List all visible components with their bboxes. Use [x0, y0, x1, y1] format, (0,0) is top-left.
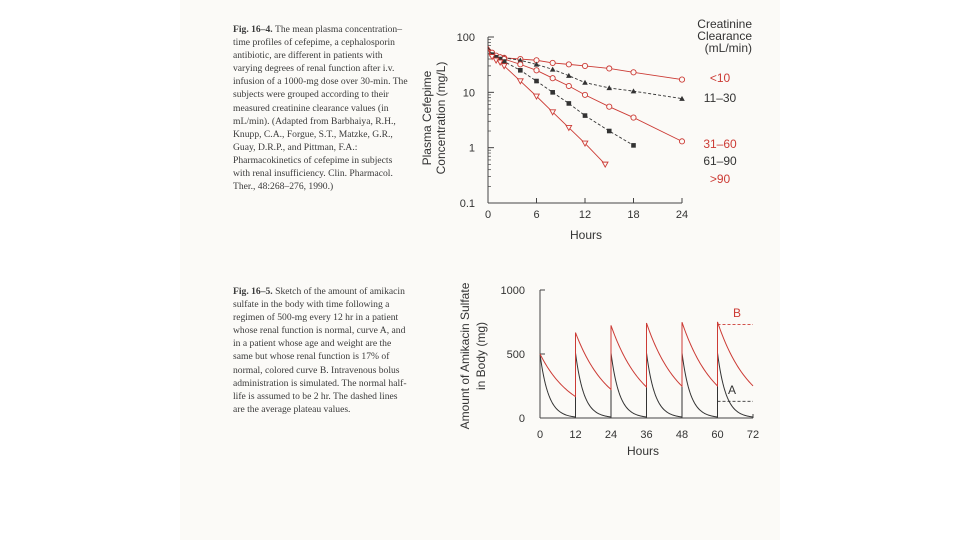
- legend-label-series-5: >90: [710, 172, 731, 186]
- chart1-series-2-line: [487, 46, 683, 100]
- chart1-y-tick-label: 10: [463, 87, 475, 99]
- figure-16-4-caption: Fig. 16–4. The mean plasma concentration…: [233, 23, 409, 193]
- chart1-series-2-marker: [630, 88, 637, 94]
- chart1-series-5-marker: [549, 109, 557, 116]
- chart1-x-tick-label: 12: [579, 209, 591, 221]
- chart1-series-3-marker: [565, 82, 572, 90]
- legend-label-series-1: <10: [710, 71, 731, 85]
- chart1-series-4-marker: [606, 128, 612, 134]
- chart1-series-2-marker: [566, 72, 572, 78]
- chart1-series-2-marker: [549, 66, 556, 72]
- chart1-series-1-marker: [630, 69, 637, 76]
- chart1-y-tick-label: 1: [469, 143, 475, 155]
- chart1-series-4-marker: [631, 143, 636, 148]
- figure-16-5-number: Fig. 16–5.: [233, 286, 273, 297]
- legend-label-series-2: 11–30: [704, 91, 737, 105]
- chart1-series-2-marker: [606, 85, 613, 91]
- legend-label-series-4: 61–90: [703, 154, 737, 168]
- chart1-series-3-marker: [533, 67, 540, 74]
- chart1-series-5-marker: [601, 161, 609, 169]
- figure-16-4-number: Fig. 16–4.: [233, 24, 273, 35]
- chart1-series-4-marker: [518, 68, 523, 73]
- legend-label-series-3: 31–60: [703, 137, 737, 151]
- chart1-series-4-marker: [493, 54, 499, 60]
- chart1-series-4-marker: [566, 101, 572, 106]
- chart1-series-3-marker: [581, 91, 589, 98]
- legend-title-line1: Creatinine: [697, 17, 752, 31]
- chart1-series-1-marker: [606, 65, 613, 72]
- chart1-series-5-marker: [516, 78, 524, 85]
- legend-title-line2: Clearance: [697, 29, 752, 43]
- book-page: [180, 0, 780, 540]
- chart1-series-2-marker: [679, 95, 685, 101]
- chart1-series-5-marker: [496, 59, 504, 66]
- chart1-series-5-marker: [488, 54, 496, 61]
- chart1-series-3-marker: [678, 138, 686, 145]
- legend-title-line3: (mL/min): [705, 41, 752, 55]
- chart1-y-tick-label: 0.1: [460, 198, 475, 210]
- chart1-x-tick-label: 6: [533, 209, 539, 221]
- chart1-series-5-marker: [581, 140, 589, 148]
- chart1-series-1-marker: [549, 59, 556, 66]
- figure-16-4-text: The mean plasma concentration–time profi…: [233, 24, 408, 193]
- chart1-series-4-marker: [501, 59, 507, 64]
- figure-16-5-text: Sketch of the amount of amikacin sulfate…: [233, 286, 407, 415]
- chart1-series-3-marker: [517, 61, 524, 68]
- chart1-ylabel-line1: Plasma Cefepime: [420, 70, 434, 165]
- chart1-x-tick-label: 18: [627, 209, 639, 221]
- chart1-series-4-marker: [582, 113, 588, 118]
- chart1-x-tick-label: 0: [485, 209, 491, 221]
- chart1-series-2-marker: [533, 61, 540, 67]
- chart1-series-2-marker: [517, 57, 524, 63]
- chart1-series-3-marker: [630, 114, 637, 121]
- chart1-xlabel: Hours: [570, 228, 602, 242]
- chart1-series-1-marker: [678, 76, 686, 83]
- chart1-series-4-line: [487, 47, 634, 146]
- chart1-series-4-marker: [550, 90, 555, 95]
- chart1-series-2-marker: [582, 79, 588, 85]
- chart1-series-4-marker: [534, 78, 539, 84]
- chart1-series-1-marker: [581, 62, 589, 69]
- chart1-series-4-marker: [497, 56, 503, 62]
- chart1-series-1-marker: [565, 61, 572, 68]
- chart1-y-tick-label: 100: [457, 32, 475, 44]
- figure-16-5-caption: Fig. 16–5. Sketch of the amount of amika…: [233, 285, 409, 416]
- chart1-series-3-marker: [606, 103, 613, 110]
- chart1-series-5-marker: [532, 93, 541, 100]
- chart1-series-3-marker: [549, 75, 556, 82]
- chart1-ylabel-line2: Concentration (mg/L): [434, 62, 448, 175]
- chart1-series-5-marker: [565, 125, 573, 132]
- chart1-x-tick-label: 24: [676, 209, 688, 221]
- chart1-series-5-marker: [500, 63, 508, 70]
